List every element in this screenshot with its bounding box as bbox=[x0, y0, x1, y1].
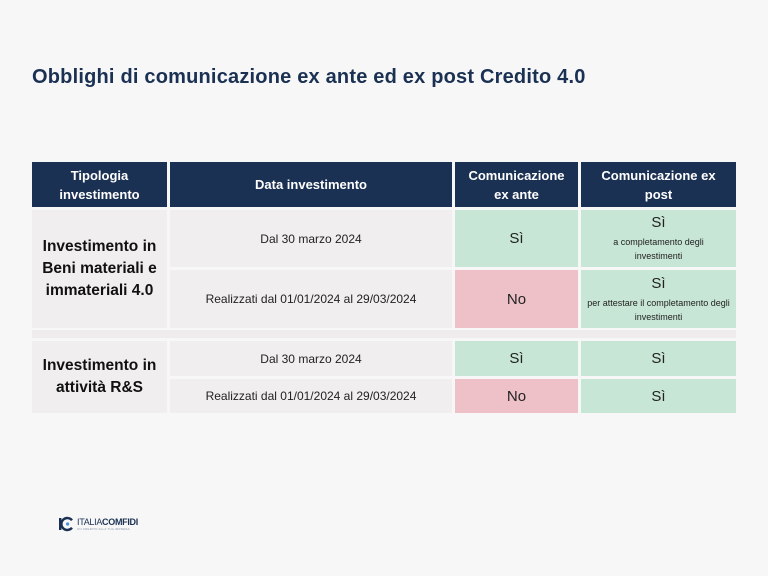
group-rs-type: Investimento in attività R&S bbox=[32, 341, 167, 413]
group-separator bbox=[32, 330, 736, 338]
header-ex-ante: Comunicazione ex ante bbox=[455, 162, 578, 207]
group-beni-type-label: Investimento in Beni materiali e immater… bbox=[42, 238, 157, 299]
header-data: Data investimento bbox=[170, 162, 452, 207]
table-row-date: Dal 30 marzo 2024 bbox=[170, 210, 452, 267]
header-ex-ante-label: Comunicazione ex ante bbox=[468, 167, 565, 202]
ex-post-value: Sì per attestare il completamento degli … bbox=[581, 270, 736, 328]
date-label: Dal 30 marzo 2024 bbox=[260, 351, 362, 366]
ex-ante-label: No bbox=[506, 387, 527, 405]
ex-ante-label: Sì bbox=[509, 350, 524, 367]
header-tipologia-label: Tipologia investimento bbox=[59, 167, 140, 202]
logo-name: ITALIACOMFIDI bbox=[77, 517, 138, 527]
page-title: Obblighi di comunicazione ex ante ed ex … bbox=[32, 66, 586, 88]
logo: ITALIACOMFIDI UN CREDITO ALLA TUA IMPRES… bbox=[58, 516, 138, 532]
header-ex-post-label: Comunicazione ex post bbox=[601, 167, 716, 202]
table-row-date: Realizzati dal 01/01/2024 al 29/03/2024 bbox=[170, 379, 452, 413]
logo-brand-b: COMFIDI bbox=[102, 517, 138, 527]
table-row-date: Realizzati dal 01/01/2024 al 29/03/2024 bbox=[170, 270, 452, 328]
date-label: Dal 30 marzo 2024 bbox=[260, 231, 362, 246]
ex-post-label: Sì bbox=[651, 387, 666, 405]
ex-post-value: Sì bbox=[581, 341, 736, 376]
ex-ante-value: No bbox=[455, 379, 578, 413]
ex-post-value: Sì a completamento degli investimenti bbox=[581, 210, 736, 267]
logo-brand-a: ITALIA bbox=[77, 517, 103, 527]
header-ex-post: Comunicazione ex post bbox=[581, 162, 736, 207]
ex-post-value: Sì bbox=[581, 379, 736, 413]
date-label: Realizzati dal 01/01/2024 al 29/03/2024 bbox=[205, 292, 417, 306]
ex-ante-value: No bbox=[455, 270, 578, 328]
ex-post-label: Sì bbox=[651, 350, 666, 367]
ex-ante-label: No bbox=[506, 290, 527, 308]
ex-post-note: a completamento degli investimenti bbox=[613, 237, 704, 261]
ex-ante-value: Sì bbox=[455, 341, 578, 376]
ex-ante-label: Sì bbox=[509, 230, 524, 247]
ex-post-note: per attestare il completamento degli inv… bbox=[587, 297, 730, 322]
date-label: Realizzati dal 01/01/2024 al 29/03/2024 bbox=[205, 389, 417, 403]
group-rs-type-label: Investimento in attività R&S bbox=[42, 357, 157, 396]
header-data-label: Data investimento bbox=[255, 177, 367, 192]
table-row-date: Dal 30 marzo 2024 bbox=[170, 341, 452, 376]
ex-post-label: Sì bbox=[651, 274, 666, 292]
ex-post-label: Sì bbox=[651, 214, 666, 231]
logo-tagline: UN CREDITO ALLA TUA IMPRESA bbox=[77, 527, 130, 531]
ex-ante-value: Sì bbox=[455, 210, 578, 267]
logo-icon bbox=[59, 516, 73, 532]
group-beni-type: Investimento in Beni materiali e immater… bbox=[32, 210, 167, 328]
header-tipologia: Tipologia investimento bbox=[32, 162, 167, 207]
